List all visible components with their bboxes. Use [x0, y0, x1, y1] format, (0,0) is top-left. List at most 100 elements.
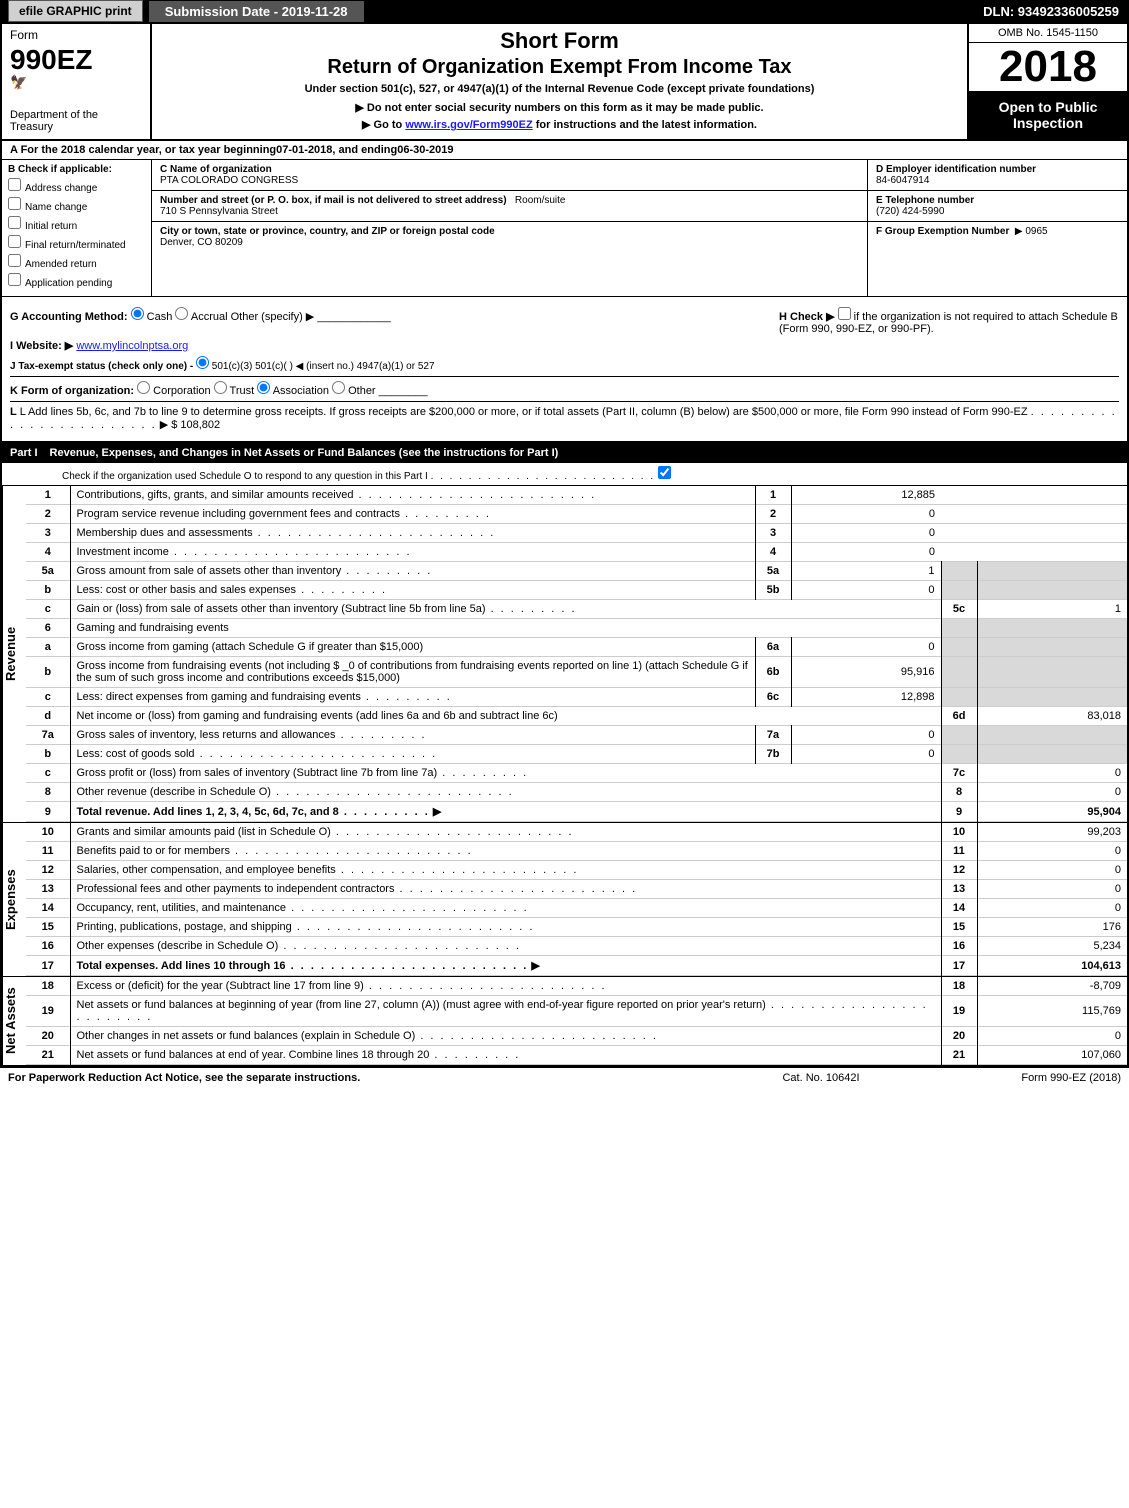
ssn-warning: ▶ Do not enter social security numbers o…: [160, 101, 959, 114]
form-word: Form: [10, 28, 142, 42]
amended-return-label: Amended return: [25, 259, 97, 270]
org-trust-radio[interactable]: [214, 381, 227, 394]
expenses-table: 10Grants and similar amounts paid (list …: [26, 823, 1127, 976]
page-footer: For Paperwork Reduction Act Notice, see …: [0, 1068, 1129, 1088]
form-title: Short Form: [160, 28, 959, 54]
c-label: C Name of organization: [160, 164, 272, 175]
ein-value: 84-6047914: [876, 175, 929, 186]
f-label: F Group Exemption Number: [876, 226, 1009, 237]
initial-return-label: Initial return: [25, 221, 77, 232]
goto-instructions: ▶ Go to www.irs.gov/Form990EZ for instru…: [160, 118, 959, 131]
check-amended-return[interactable]: [8, 254, 21, 267]
line-3: 3Membership dues and assessments30: [26, 524, 1127, 543]
check-application-pending[interactable]: [8, 273, 21, 286]
org-corporation-radio[interactable]: [137, 381, 150, 394]
schedule-o-checkbox[interactable]: [658, 466, 671, 479]
cash-label: Cash: [147, 311, 173, 323]
section-d-e-f: D Employer identification number 84-6047…: [867, 160, 1127, 296]
line-16: 16Other expenses (describe in Schedule O…: [26, 937, 1127, 956]
accounting-cash-radio[interactable]: [131, 307, 144, 320]
line-5c: cGain or (loss) from sale of assets othe…: [26, 600, 1127, 619]
line-5b: bLess: cost or other basis and sales exp…: [26, 581, 1127, 600]
city-state-zip: Denver, CO 80209: [160, 237, 243, 248]
header-left: Form 990EZ 🦅 Department of the Treasury: [2, 24, 152, 139]
line-17: 17Total expenses. Add lines 10 through 1…: [26, 956, 1127, 976]
tax-period-row: A For the 2018 calendar year, or tax yea…: [2, 141, 1127, 160]
line-18: 18Excess or (deficit) for the year (Subt…: [26, 977, 1127, 996]
period-mid: , and ending: [332, 144, 397, 156]
org-association-radio[interactable]: [257, 381, 270, 394]
form-header: Form 990EZ 🦅 Department of the Treasury …: [2, 24, 1127, 141]
line-2: 2Program service revenue including gover…: [26, 505, 1127, 524]
check-initial-return[interactable]: [8, 216, 21, 229]
check-address-change[interactable]: [8, 178, 21, 191]
part-1-label: Part I: [10, 447, 38, 459]
line-9: 9Total revenue. Add lines 1, 2, 3, 4, 5c…: [26, 802, 1127, 822]
form-ref: Form 990-EZ (2018): [921, 1072, 1121, 1084]
b-label: B Check if applicable:: [8, 164, 145, 175]
schedule-o-text: Check if the organization used Schedule …: [62, 471, 428, 482]
line-1: 1Contributions, gifts, grants, and simil…: [26, 486, 1127, 505]
k-label: K Form of organization:: [10, 385, 134, 397]
irs-eagle-icon: 🦅: [10, 74, 27, 90]
top-bar: efile GRAPHIC print Submission Date - 20…: [0, 0, 1129, 22]
org-other-radio[interactable]: [332, 381, 345, 394]
website-link[interactable]: www.mylincolnptsa.org: [76, 340, 188, 352]
tax-year: 2018: [969, 43, 1127, 91]
period-end: 06-30-2019: [397, 144, 453, 156]
identification-block: B Check if applicable: Address change Na…: [2, 160, 1127, 297]
expenses-section: Expenses 10Grants and similar amounts pa…: [2, 823, 1127, 977]
line-6b: bGross income from fundraising events (n…: [26, 657, 1127, 688]
part-1-title: Revenue, Expenses, and Changes in Net As…: [50, 447, 559, 459]
revenue-table: 1Contributions, gifts, grants, and simil…: [26, 486, 1127, 822]
period-label-a: A For the 2018 calendar year, or tax yea…: [10, 144, 276, 156]
j-options: 501(c)(3) 501(c)( ) ◀ (insert no.) 4947(…: [212, 361, 435, 372]
check-final-return[interactable]: [8, 235, 21, 248]
dln-number: DLN: 93492336005259: [983, 4, 1129, 19]
form-container: Form 990EZ 🦅 Department of the Treasury …: [0, 22, 1129, 1068]
instructions-link[interactable]: www.irs.gov/Form990EZ: [405, 119, 532, 131]
status-501c3-radio[interactable]: [196, 356, 209, 369]
line-20: 20Other changes in net assets or fund ba…: [26, 1027, 1127, 1046]
form-subtitle: Return of Organization Exempt From Incom…: [160, 56, 959, 79]
line-5a: 5aGross amount from sale of assets other…: [26, 562, 1127, 581]
check-name-change[interactable]: [8, 197, 21, 210]
i-label: I Website: ▶: [10, 340, 73, 352]
expenses-side-label: Expenses: [2, 823, 26, 976]
line-6: 6Gaming and fundraising events: [26, 619, 1127, 638]
line-19: 19Net assets or fund balances at beginni…: [26, 996, 1127, 1027]
g-label: G Accounting Method:: [10, 311, 128, 323]
name-change-label: Name change: [25, 202, 87, 213]
address-change-label: Address change: [25, 183, 97, 194]
efile-print-button[interactable]: efile GRAPHIC print: [8, 0, 143, 22]
section-b-checkboxes: B Check if applicable: Address change Na…: [2, 160, 152, 296]
revenue-side-label: Revenue: [2, 486, 26, 822]
submission-date: Submission Date - 2019-11-28: [149, 1, 364, 22]
line-6c: cLess: direct expenses from gaming and f…: [26, 688, 1127, 707]
group-exemption-value: ▶ 0965: [1015, 226, 1048, 237]
h-label: H Check ▶: [779, 311, 835, 323]
section-c-org-info: C Name of organization PTA COLORADO CONG…: [152, 160, 867, 296]
part-1-header: Part I Revenue, Expenses, and Changes in…: [2, 443, 1127, 463]
revenue-section: Revenue 1Contributions, gifts, grants, a…: [2, 486, 1127, 823]
line-14: 14Occupancy, rent, utilities, and mainte…: [26, 899, 1127, 918]
catalog-number: Cat. No. 10642I: [721, 1072, 921, 1084]
room-suite-label: Room/suite: [515, 195, 566, 206]
period-begin: 07-01-2018: [276, 144, 332, 156]
l-text: L Add lines 5b, 6c, and 7b to line 9 to …: [20, 406, 1028, 418]
net-assets-table: 18Excess or (deficit) for the year (Subt…: [26, 977, 1127, 1065]
line-10: 10Grants and similar amounts paid (list …: [26, 823, 1127, 842]
open-to-public: Open to Public Inspection: [969, 91, 1127, 139]
accounting-accrual-radio[interactable]: [175, 307, 188, 320]
dots-icon: [431, 471, 656, 482]
omb-number: OMB No. 1545-1150: [969, 24, 1127, 43]
schedule-b-not-required-checkbox[interactable]: [838, 307, 851, 320]
header-mid: Short Form Return of Organization Exempt…: [152, 24, 967, 139]
department-label: Department of the Treasury: [10, 109, 142, 133]
line-7b: bLess: cost of goods sold7b0: [26, 745, 1127, 764]
net-assets-section: Net Assets 18Excess or (deficit) for the…: [2, 977, 1127, 1066]
final-return-label: Final return/terminated: [25, 240, 126, 251]
telephone-value: (720) 424-5990: [876, 206, 944, 217]
meta-block: G Accounting Method: Cash Accrual Other …: [2, 297, 1127, 443]
net-assets-side-label: Net Assets: [2, 977, 26, 1065]
